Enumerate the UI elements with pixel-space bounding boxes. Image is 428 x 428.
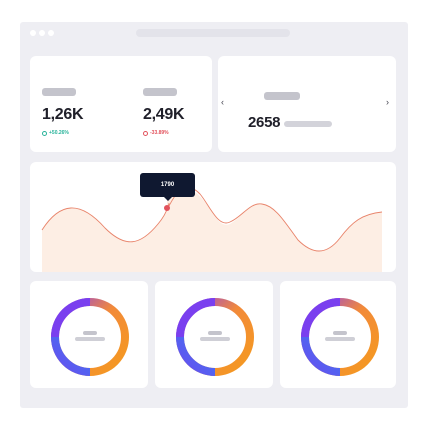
donut-card-1 <box>30 281 148 388</box>
title-bar <box>20 22 408 44</box>
chart-area <box>42 186 382 272</box>
stat-label-placeholder <box>42 88 76 96</box>
chevron-right-icon[interactable]: › <box>386 97 389 107</box>
chart-point-active <box>164 205 170 211</box>
donut-chart <box>173 295 257 379</box>
carousel-label-placeholder <box>264 92 300 100</box>
stat-delta-down: -33.89% <box>143 130 169 136</box>
carousel-sub-placeholder <box>284 121 332 127</box>
donut-value-placeholder <box>200 337 230 341</box>
chart-tooltip: 1790 <box>140 173 195 201</box>
stat-delta-text: +50.26% <box>49 130 69 136</box>
chart-line <box>41 186 383 252</box>
stat-delta-up: +50.26% <box>42 130 69 136</box>
donut-value-placeholder <box>75 337 105 341</box>
donut-chart <box>298 295 382 379</box>
line-chart <box>41 186 383 272</box>
stat-delta-text: -33.89% <box>150 130 169 136</box>
trend-down-icon <box>143 130 148 136</box>
address-bar[interactable] <box>136 29 290 37</box>
stat-value: 2,49K <box>143 106 185 123</box>
donut-card-2 <box>155 281 273 388</box>
stat-value: 1,26K <box>42 106 84 123</box>
carousel-value: 2658 <box>248 114 281 131</box>
donut-label-placeholder <box>208 331 222 335</box>
donut-label-placeholder <box>83 331 97 335</box>
donut-value-placeholder <box>325 337 355 341</box>
stat-label-placeholder <box>143 88 177 96</box>
trend-up-icon <box>42 130 47 136</box>
window-control-close[interactable] <box>30 30 36 36</box>
donut-card-3 <box>280 281 396 388</box>
window-control-maximize[interactable] <box>48 30 54 36</box>
chevron-left-icon[interactable]: ‹ <box>221 97 224 107</box>
stats-card: 1,26K +50.26% 2,49K -33.89% <box>30 56 212 152</box>
donut-label-placeholder <box>333 331 347 335</box>
window-control-minimize[interactable] <box>39 30 45 36</box>
carousel-card: ‹ › 2658 <box>218 56 396 152</box>
donut-chart <box>48 295 132 379</box>
